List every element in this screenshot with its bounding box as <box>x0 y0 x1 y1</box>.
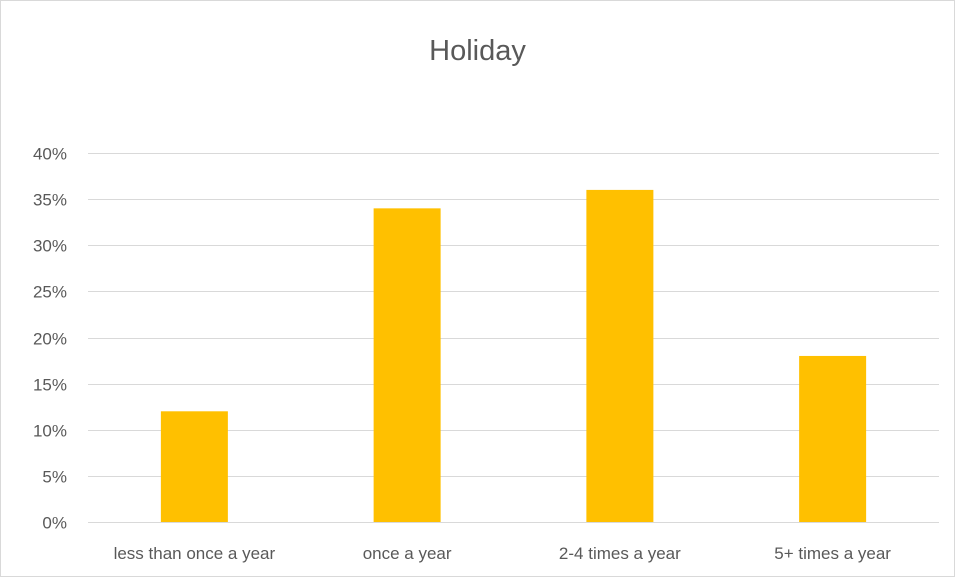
y-tick-label: 20% <box>33 330 67 349</box>
bar <box>799 355 867 522</box>
y-tick-label: 25% <box>33 283 67 302</box>
y-tick-label: 10% <box>33 422 67 441</box>
x-tick-label: once a year <box>363 544 452 563</box>
bar <box>160 411 228 522</box>
x-tick-label: 5+ times a year <box>774 544 891 563</box>
y-tick-label: 15% <box>33 376 67 395</box>
chart-title: Holiday <box>429 35 526 67</box>
x-tick-label: 2-4 times a year <box>559 544 681 563</box>
y-tick-label: 30% <box>33 237 67 256</box>
y-tick-label: 5% <box>42 468 67 487</box>
y-tick-label: 0% <box>42 514 67 533</box>
y-tick-label: 35% <box>33 191 67 210</box>
x-tick-label: less than once a year <box>114 544 276 563</box>
y-tick-label: 40% <box>33 145 67 164</box>
bar <box>586 189 654 522</box>
bar <box>373 208 441 522</box>
